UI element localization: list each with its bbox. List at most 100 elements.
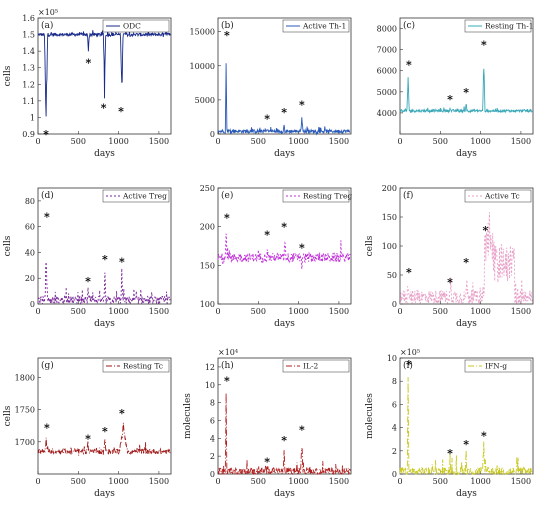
y-tick-label: 0.9 [22,130,35,139]
legend-box [282,19,350,33]
y-tick-label: 1.5 [22,31,35,40]
x-tick-label: 500 [433,137,448,146]
y-tick-label: 6 [210,416,215,425]
y-tick-label: 80 [25,197,35,206]
significance-star: * [447,276,453,289]
significance-star: * [447,447,453,460]
y-tick-label: 10 [205,381,215,390]
legend-box [464,359,532,373]
x-tick-label: 1000 [470,307,490,316]
x-axis-label: days [274,149,295,159]
y-tick-label: 1.3 [22,64,35,73]
significance-star: * [102,253,108,266]
significance-star: * [224,29,230,42]
y-axis-label: molecules [183,393,193,439]
x-tick-label: 0 [397,137,402,146]
series-line [217,63,351,136]
significance-star: * [119,255,125,268]
y-tick-label: 4 [210,434,215,443]
significance-star: * [299,99,305,112]
significance-star: * [281,106,287,119]
y-tick-label: 10 [387,354,397,363]
significance-star: * [44,210,50,223]
y-tick-label: 1750 [15,406,35,415]
significance-star: * [299,423,305,436]
legend-label: Resting Treg [303,192,352,201]
y-tick-label: 20 [25,274,35,283]
x-axis-label: days [274,319,295,329]
x-tick-label: 500 [433,477,448,486]
panel-label: (g) [41,360,54,371]
y-tick-label: 5000 [195,96,215,105]
legend-label: IL-2 [303,362,318,371]
x-tick-label: 0 [35,137,40,146]
x-tick-label: 0 [215,477,220,486]
y-tick-label: 4 [392,424,397,433]
x-tick-label: 500 [251,137,266,146]
chart-panel-1: 0.9 1 1.1 1.2 1.3 1.4 1.5 1.6 0 500 1000 1500 days ce… [3,8,172,159]
significance-star: * [224,211,230,224]
y-tick-label: 1.4 [22,47,35,56]
x-tick-label: 1500 [149,307,169,316]
x-tick-label: 0 [35,307,40,316]
y-tick-label: 15000 [190,28,215,37]
x-tick-label: 0 [397,477,402,486]
y-tick-label: 4000 [377,109,397,118]
x-tick-label: 1500 [329,137,349,146]
significance-star: * [264,112,270,125]
y-tick-label: 200 [200,223,215,232]
y-tick-label: 7000 [377,46,397,55]
y-tick-label: 150 [200,261,215,270]
legend-label: Resting Tc [123,362,163,371]
x-axis-label: days [94,149,115,159]
y-tick-label: 8 [210,399,215,408]
x-tick-label: 1000 [288,477,308,486]
series-line [217,393,351,476]
y-axis-label: cells [365,235,375,256]
chart-panel-3: 4000 5000 6000 7000 8000 0 500 1000 1500 days * * * *… [377,17,534,159]
significance-star: * [481,430,487,443]
series-line [217,233,351,270]
significance-star: * [101,101,107,114]
x-tick-label: 0 [215,307,220,316]
y-tick-label: 6 [392,400,397,409]
panel-label: (d) [41,190,54,201]
y-tick-label: 5000 [377,88,397,97]
y-tick-label: 200 [382,184,397,193]
x-tick-label: 1000 [108,137,128,146]
panel-label: (f) [403,190,413,201]
y-tick-label: 100 [200,300,215,309]
panel-label: (i) [403,360,413,371]
y-axis-label: cells [3,65,13,86]
legend-label: Active Tc [484,192,520,201]
legend-box [102,19,170,33]
significance-star: * [85,57,91,70]
y-axis-label: molecules [365,393,375,439]
significance-star: * [483,224,489,237]
y-tick-label: 0 [392,470,397,479]
significance-star: * [281,434,287,447]
legend-box [102,189,170,203]
y-tick-label: 40 [25,248,35,257]
y-tick-label: 0 [392,300,397,309]
legend-box [282,189,350,203]
y-tick-label: 10000 [190,62,215,71]
legend-label: Active Treg [122,192,167,201]
x-tick-label: 1500 [149,477,169,486]
legend-label: ODC [123,22,141,31]
legend-box [464,189,532,203]
y-tick-label: 0 [210,470,215,479]
x-tick-label: 1500 [511,477,531,486]
y-exponent: ×10⁴ [218,348,238,357]
y-tick-label: 150 [382,213,397,222]
panel-label: (b) [221,20,234,31]
chart-panel-7: 1700 1750 1800 0 500 1000 1500 days cells * * * * (g)… [3,357,172,499]
chart-panel-4: 0 20 40 60 80 0 500 1000 1500 days cells * * * * (d) Act… [3,187,172,329]
panel-label: (a) [41,20,53,31]
chart-panel-6: 0 50 100 150 200 0 500 1000 1500 days cells * * * * (f)… [365,184,534,329]
chart-panel-8: 0 2 4 6 8 10 12 0 500 1000 1500 days molecules ×10⁴ * *… [183,348,352,499]
x-tick-label: 1000 [288,307,308,316]
